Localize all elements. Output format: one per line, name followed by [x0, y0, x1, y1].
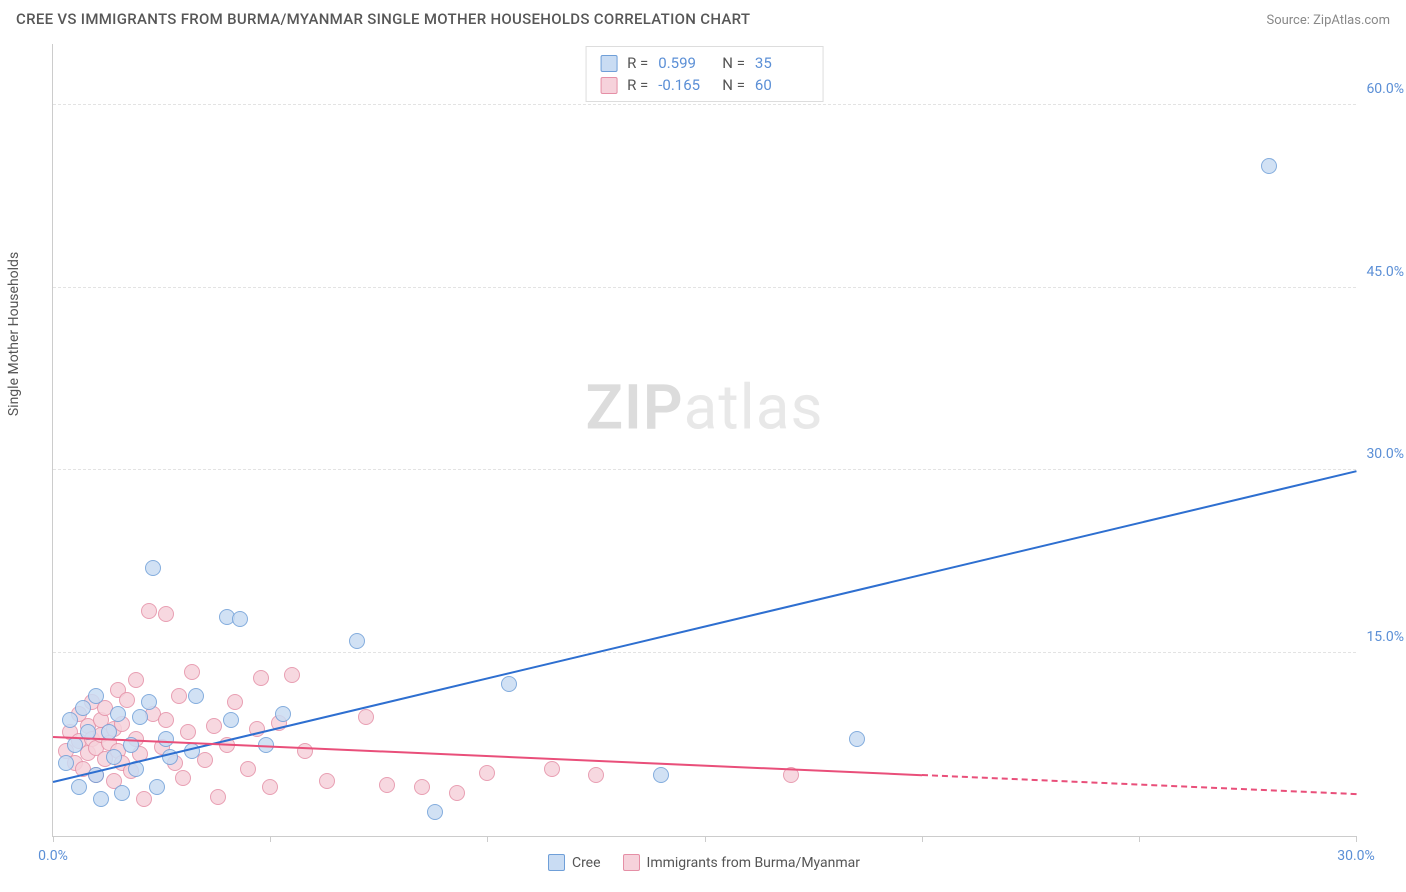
x-tick [53, 836, 54, 842]
data-point [358, 709, 374, 725]
legend-label: Immigrants from Burma/Myanmar [647, 855, 861, 871]
data-point [141, 603, 157, 619]
data-point [149, 779, 165, 795]
legend-label: Cree [572, 855, 601, 871]
stats-legend: R = 0.599 N = 35 R = -0.165 N = 60 [585, 46, 824, 102]
source-label: Source: ZipAtlas.com [1266, 13, 1390, 28]
data-point [849, 731, 865, 747]
r-value-burma: -0.165 [658, 76, 712, 94]
y-tick-label: 15.0% [1358, 629, 1404, 645]
data-point [158, 606, 174, 622]
n-value-cree: 35 [755, 54, 809, 72]
data-point [240, 761, 256, 777]
data-point [449, 785, 465, 801]
data-point [106, 749, 122, 765]
data-point [544, 761, 560, 777]
gridline [53, 287, 1356, 288]
r-label: R = [627, 54, 648, 72]
data-point [158, 731, 174, 747]
gridline [53, 469, 1356, 470]
legend-row-cree: R = 0.599 N = 35 [600, 52, 809, 74]
data-point [175, 770, 191, 786]
data-point [141, 694, 157, 710]
data-point [262, 779, 278, 795]
gridline [53, 104, 1356, 105]
data-point [414, 779, 430, 795]
y-tick-label: 60.0% [1358, 81, 1404, 97]
r-value-cree: 0.599 [658, 54, 712, 72]
legend-swatch [623, 854, 640, 871]
swatch-burma [600, 77, 617, 94]
data-point [88, 688, 104, 704]
legend-item: Cree [548, 854, 601, 871]
data-point [171, 688, 187, 704]
data-point [210, 789, 226, 805]
data-point [653, 767, 669, 783]
legend-item: Immigrants from Burma/Myanmar [623, 854, 861, 871]
watermark: ZIPatlas [586, 372, 824, 445]
legend-swatch [548, 854, 565, 871]
x-tick [487, 836, 488, 842]
gridline [53, 652, 1356, 653]
legend-row-burma: R = -0.165 N = 60 [600, 74, 809, 96]
data-point [588, 767, 604, 783]
data-point [136, 791, 152, 807]
data-point [197, 752, 213, 768]
trend-line [53, 470, 1356, 783]
y-axis-title: Single Mother Households [6, 251, 22, 415]
data-point [232, 611, 248, 627]
data-point [184, 664, 200, 680]
data-point [479, 765, 495, 781]
data-point [119, 692, 135, 708]
y-tick-label: 30.0% [1358, 446, 1404, 462]
data-point [227, 694, 243, 710]
data-point [501, 676, 517, 692]
data-point [253, 670, 269, 686]
x-tick [1356, 836, 1357, 842]
data-point [93, 791, 109, 807]
data-point [180, 724, 196, 740]
swatch-cree [600, 55, 617, 72]
trend-line [922, 774, 1356, 795]
data-point [379, 777, 395, 793]
data-point [319, 773, 335, 789]
data-point [58, 755, 74, 771]
y-tick-label: 45.0% [1358, 264, 1404, 280]
data-point [349, 633, 365, 649]
data-point [1261, 158, 1277, 174]
data-point [275, 706, 291, 722]
data-point [71, 779, 87, 795]
x-tick [922, 836, 923, 842]
data-point [62, 712, 78, 728]
data-point [223, 712, 239, 728]
x-tick [705, 836, 706, 842]
data-point [145, 560, 161, 576]
n-label: N = [722, 76, 745, 94]
data-point [297, 743, 313, 759]
data-point [110, 706, 126, 722]
x-tick [1139, 836, 1140, 842]
data-point [75, 700, 91, 716]
r-label: R = [627, 76, 648, 94]
data-point [114, 785, 130, 801]
data-point [158, 712, 174, 728]
data-point [206, 718, 222, 734]
data-point [284, 667, 300, 683]
data-point [128, 672, 144, 688]
n-label: N = [722, 54, 745, 72]
bottom-legend: Cree Immigrants from Burma/Myanmar [52, 854, 1356, 871]
chart-title: CREE VS IMMIGRANTS FROM BURMA/MYANMAR SI… [16, 10, 750, 28]
n-value-burma: 60 [755, 76, 809, 94]
plot-area: Single Mother Households ZIPatlas R = 0.… [52, 44, 1356, 837]
x-tick [270, 836, 271, 842]
data-point [132, 709, 148, 725]
data-point [427, 804, 443, 820]
data-point [188, 688, 204, 704]
